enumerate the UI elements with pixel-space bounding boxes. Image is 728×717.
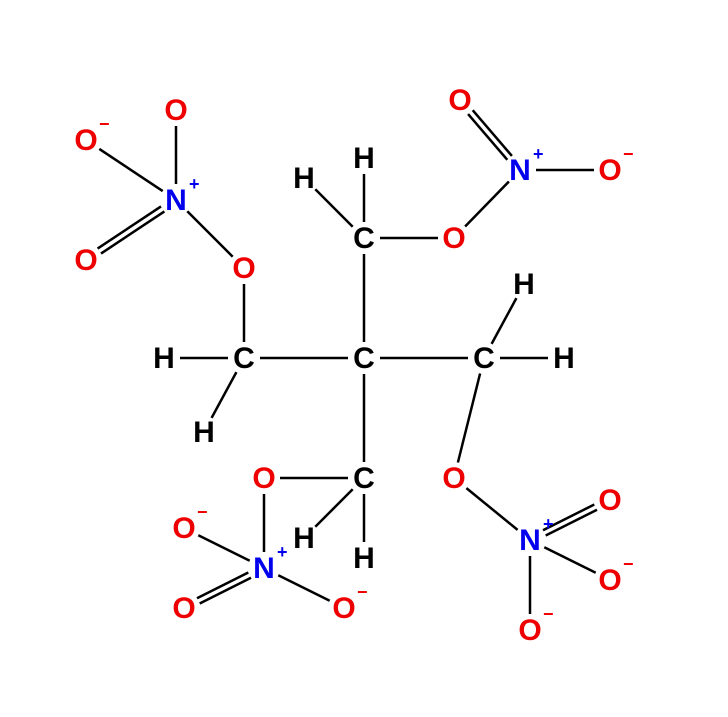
bond (197, 573, 248, 599)
bond (98, 206, 161, 248)
atom-O: O (448, 84, 471, 117)
atom-O-minus: O (598, 564, 621, 597)
atom-H: H (153, 342, 175, 375)
charge-plus: + (189, 174, 200, 194)
charge-minus: − (357, 582, 368, 602)
atom-N-plus: N (509, 154, 531, 187)
charge-plus: + (533, 144, 544, 164)
atom-N-plus: N (519, 524, 541, 557)
bond (492, 298, 517, 344)
bond (99, 149, 162, 191)
atom-H: H (293, 162, 315, 195)
bond (187, 211, 232, 256)
atom-H: H (553, 342, 575, 375)
atom-C: C (233, 342, 255, 375)
charge-minus: − (623, 554, 634, 574)
atom-N-plus: N (253, 552, 275, 585)
molecule-diagram: CCCCCHHOHHOHHOHHON+OO−N+OOO−N+OO−O−N+OO−… (0, 0, 728, 717)
bond (468, 114, 507, 160)
atom-C: C (473, 342, 495, 375)
atom-O-minus: O (518, 614, 541, 647)
atom-O: O (164, 94, 187, 127)
bond (465, 182, 509, 227)
atom-O-minus: O (598, 154, 621, 187)
charge-minus: − (99, 114, 110, 134)
charge-minus: − (197, 502, 208, 522)
atom-H: H (353, 542, 375, 575)
charge-plus: + (277, 542, 288, 562)
atom-H: H (293, 522, 315, 555)
atom-O: O (232, 252, 255, 285)
atom-H: H (353, 142, 375, 175)
bond (212, 372, 237, 418)
bond (458, 374, 480, 463)
atom-C: C (353, 462, 375, 495)
atom-H: H (193, 416, 215, 449)
atom-O-minus: O (172, 512, 195, 545)
atom-O-minus: O (332, 592, 355, 625)
bond (315, 489, 352, 526)
atom-N-plus: N (165, 184, 187, 217)
atom-O-minus: O (74, 124, 97, 157)
bond (200, 578, 251, 604)
charge-minus: − (543, 604, 554, 624)
bond (198, 535, 249, 561)
bond (278, 575, 329, 601)
atom-C: C (353, 342, 375, 375)
bond (466, 488, 517, 530)
atom-O: O (252, 462, 275, 495)
atom-O: O (598, 484, 621, 517)
charge-plus: + (543, 514, 554, 534)
atom-C: C (353, 222, 375, 255)
bond (101, 211, 164, 253)
bond (473, 110, 512, 156)
atom-O: O (74, 244, 97, 277)
bond (315, 189, 352, 226)
atom-H: H (513, 268, 535, 301)
atom-O: O (442, 222, 465, 255)
atom-O: O (442, 462, 465, 495)
bond (544, 547, 595, 573)
charge-minus: − (623, 144, 634, 164)
atom-O: O (172, 592, 195, 625)
